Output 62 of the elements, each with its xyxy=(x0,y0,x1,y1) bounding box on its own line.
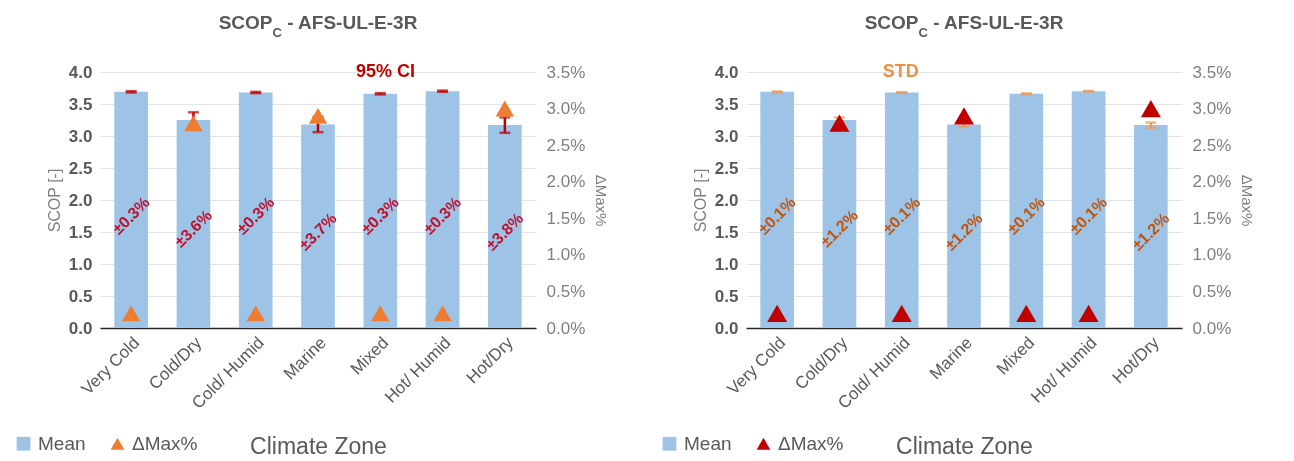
point xyxy=(829,114,850,132)
x-axis-title: Climate Zone xyxy=(250,432,387,459)
point xyxy=(371,305,390,322)
y2-tick-label: 0.5% xyxy=(1192,281,1232,301)
y-tick-label: 2.0 xyxy=(68,190,93,210)
legend-label: Mean xyxy=(684,432,732,454)
y2-tick-label: 1.5% xyxy=(546,208,586,228)
y-tick-label: 4.0 xyxy=(714,62,739,82)
y-tick-label: 3.5 xyxy=(68,94,93,114)
chart-title: SCOP$_{C}$ - AFS-UL-E-3R xyxy=(864,12,1064,40)
y-tick-label: 3.0 xyxy=(68,126,93,146)
point xyxy=(891,304,912,323)
y2-tick-label: 3.5% xyxy=(546,62,586,82)
y2-tick-label: 2.5% xyxy=(1192,135,1232,155)
y2-axis-title: ΔMax% xyxy=(593,174,611,227)
point xyxy=(1016,304,1037,323)
y2-tick-label: 0.5% xyxy=(546,281,586,301)
y-tick-label: 0.0 xyxy=(68,318,93,338)
point xyxy=(246,305,265,322)
annotation: STD xyxy=(882,61,919,81)
y-tick-label: 3.0 xyxy=(714,126,739,146)
y2-tick-label: 2.5% xyxy=(546,135,586,155)
x-axis-title: Climate Zone xyxy=(896,432,1033,459)
y-tick-label: 4.0 xyxy=(68,62,93,82)
point xyxy=(767,304,788,323)
y2-tick-label: 3.5% xyxy=(1192,62,1232,82)
y2-tick-label: 2.0% xyxy=(546,172,586,192)
y2-tick-label: 3.0% xyxy=(1192,99,1232,119)
y-tick-label: 3.5 xyxy=(714,94,739,114)
y2-axis-title: ΔMax% xyxy=(1239,174,1257,227)
y-tick-label: 2.0 xyxy=(714,190,739,210)
y-tick-label: 1.5 xyxy=(68,222,93,242)
y-tick-label: 0.5 xyxy=(68,286,93,306)
y2-tick-label: 0.0% xyxy=(546,318,586,338)
point xyxy=(1140,99,1161,118)
point xyxy=(121,305,141,322)
y-tick-label: 2.5 xyxy=(714,158,739,178)
legend-label: ΔMax% xyxy=(778,432,844,454)
y2-tick-label: 3.0% xyxy=(546,99,586,119)
y2-tick-label: 1.0% xyxy=(546,245,586,265)
annotation: 95% CI xyxy=(356,61,416,81)
y-tick-label: 1.5 xyxy=(714,222,739,242)
y2-tick-label: 0.0% xyxy=(1192,318,1232,338)
point xyxy=(1078,304,1099,323)
point xyxy=(308,107,328,124)
y-axis-title: SCOP [-] xyxy=(45,168,63,233)
y-axis-title: SCOP [-] xyxy=(691,168,709,233)
chart-title: SCOP$_{C}$ - AFS-UL-E-3R xyxy=(218,12,418,40)
y-tick-label: 0.5 xyxy=(714,286,739,306)
y-tick-label: 1.0 xyxy=(68,254,93,274)
y2-tick-label: 1.0% xyxy=(1192,245,1232,265)
point xyxy=(433,305,452,322)
y-tick-label: 2.5 xyxy=(68,158,93,178)
point xyxy=(184,115,203,132)
y-tick-label: 0.0 xyxy=(714,318,739,338)
point xyxy=(954,107,974,125)
y2-tick-label: 1.5% xyxy=(1192,208,1232,228)
y-tick-label: 1.0 xyxy=(714,254,739,274)
point xyxy=(495,100,515,117)
legend-label: ΔMax% xyxy=(132,432,198,454)
y2-tick-label: 2.0% xyxy=(1192,172,1232,192)
legend-label: Mean xyxy=(38,432,86,454)
